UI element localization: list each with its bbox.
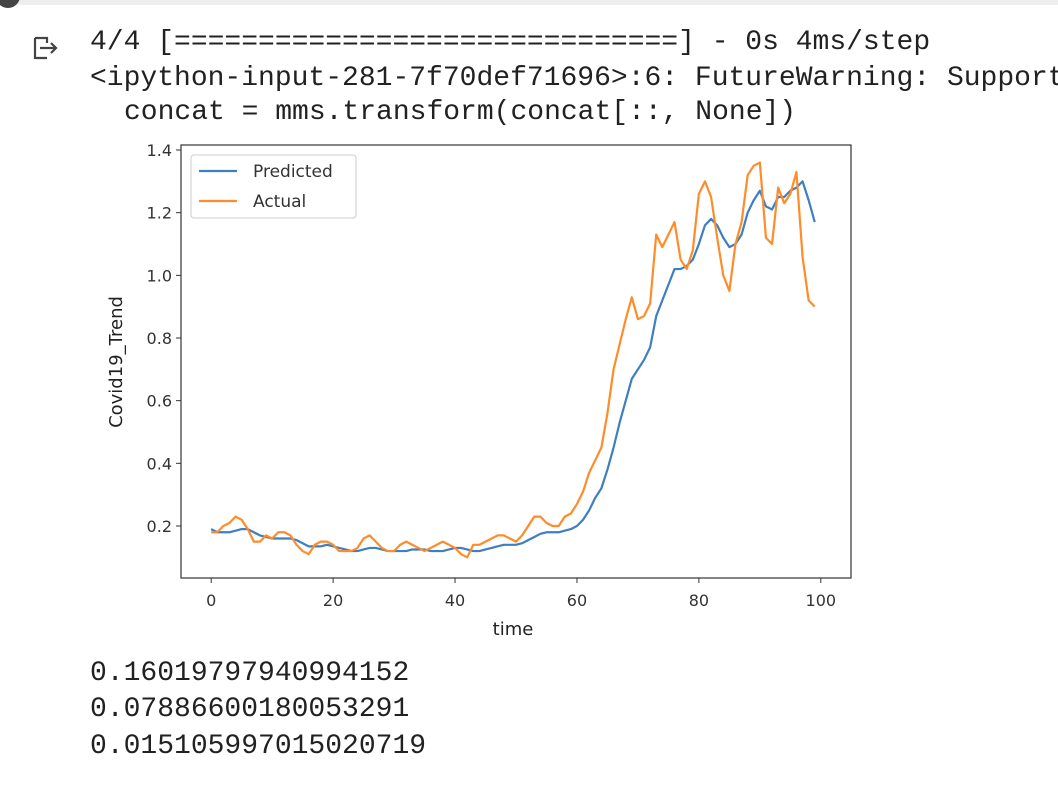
y-tick-label: 0.8 [147, 329, 172, 348]
x-tick-label: 40 [445, 591, 465, 610]
x-tick-label: 20 [323, 591, 343, 610]
x-tick-label: 100 [806, 591, 837, 610]
y-axis-label: Covid19_Trend [106, 296, 127, 428]
plot-frame [180, 144, 852, 579]
output-line: concat = mms.transform(concat[::, None]) [124, 97, 796, 128]
data-line [211, 161, 816, 559]
legend-label: Actual [253, 192, 306, 212]
x-tick-label: 60 [567, 591, 587, 610]
result-line: 0.07886600180053291 [90, 694, 409, 725]
output-line: 4/4 [==============================] - 0… [90, 27, 930, 58]
x-axis-label: time [493, 619, 534, 640]
y-tick-label: 0.2 [147, 517, 172, 536]
result-line: 0.015105997015020719 [90, 731, 426, 762]
output-icon[interactable] [33, 36, 58, 60]
data-line [210, 180, 816, 553]
x-tick-label: 80 [689, 591, 709, 610]
y-tick-label: 1.0 [147, 266, 172, 285]
y-tick-label: 0.6 [147, 392, 172, 411]
run-button[interactable] [0, 0, 20, 8]
cell-border [0, 0, 1058, 5]
y-tick-label: 1.2 [147, 204, 172, 223]
legend-label: Predicted [253, 162, 333, 182]
y-tick-label: 0.4 [147, 454, 172, 473]
result-line: 0.16019797940994152 [90, 658, 409, 689]
y-tick-label: 1.4 [147, 141, 172, 160]
x-tick-label: 0 [206, 591, 216, 610]
output-line: <ipython-input-281-7f70def71696>:6: Futu… [90, 63, 1058, 94]
